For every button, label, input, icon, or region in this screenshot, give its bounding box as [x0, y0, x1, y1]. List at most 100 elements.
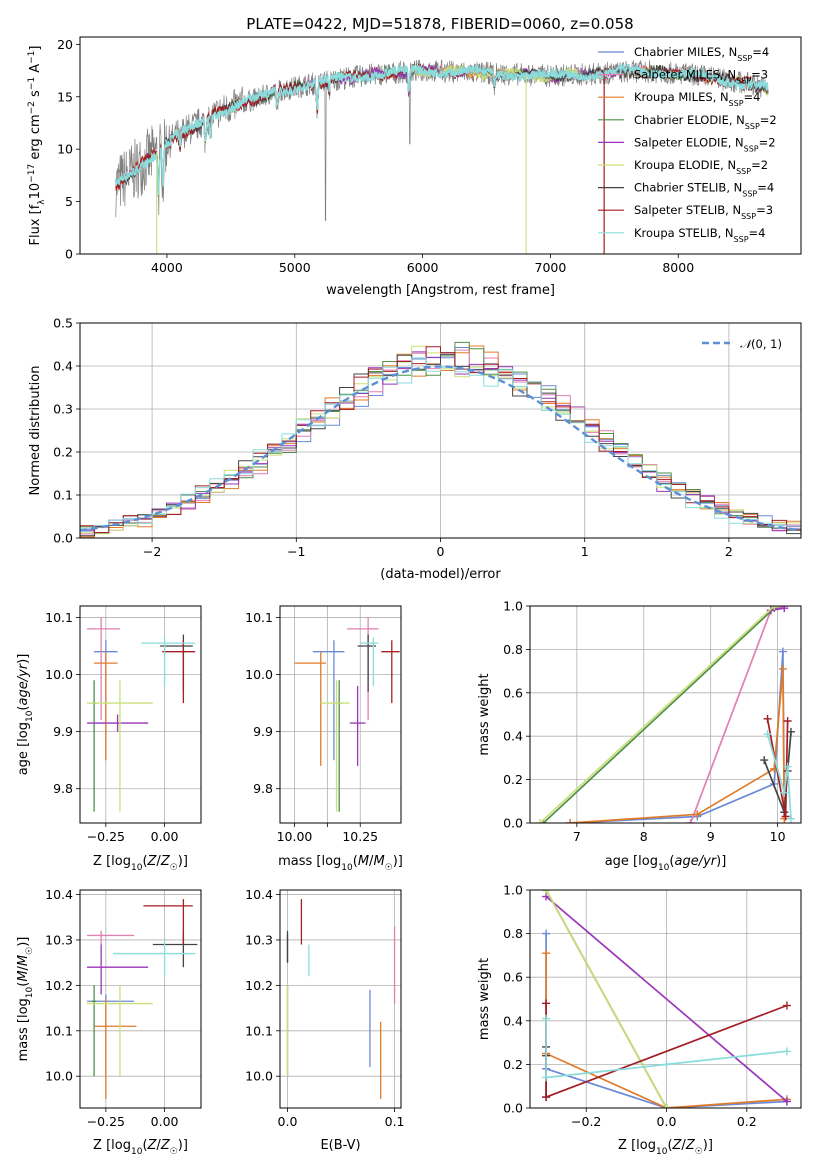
spectrum-legend-label-chabrier-miles: Chabrier MILES, NSSP=4: [634, 45, 769, 63]
age-vs-z-xlabel-part: )]: [178, 854, 188, 869]
spectrum-xtick-label: 5000: [279, 260, 311, 275]
weight_vs_age-marker-kroupa-miles: [693, 810, 702, 819]
weight_vs_Z-ytick-label: 0.6: [503, 970, 523, 985]
mass_vs_EBV-ytick-label: 10.1: [245, 1023, 273, 1038]
spectrum-model-kroupa-miles: [115, 63, 769, 196]
weight-vs-age-xlabel-part: age [log: [605, 854, 658, 869]
spectrum-legend-name: Salpeter ELODIE, N: [634, 135, 744, 149]
residuals-axes: −2 −1 0 1 2 0.0 0.1 0.2 0.3 0.4 0.5 𝒩(0, 1) (data-mo…: [28, 316, 802, 582]
mass_vs_Z-xtick-label: −0.25: [87, 1114, 125, 1129]
residual-normal-curve: [80, 365, 801, 532]
weight_vs_age-ytick-label: 0.0: [503, 816, 523, 831]
age_vs_mass-point-kroupa-stelib: [360, 637, 379, 686]
mass-vs-z-xlabel-part: )]: [178, 1138, 188, 1153]
weight_vs_Z-marker-salpeter-stelib: [542, 1093, 551, 1102]
spectrum-ylabel-part: −1: [27, 51, 37, 64]
age_vs_Z-point-salpeter-miles: [87, 617, 120, 721]
weight_vs_Z-marker-salpeter-stelib: [542, 999, 551, 1008]
spectrum-model-kroupa-stelib: [115, 63, 769, 195]
weight_vs_Z-frame: [529, 889, 802, 1109]
residuals-xtick-label: 2: [725, 544, 733, 559]
age-vs-z-xlabel-part: (: [142, 854, 147, 869]
age-vs-mass-xlabel-part: M: [373, 854, 384, 869]
age-vs-z-xlabel-part: Z [log: [93, 854, 131, 869]
age_vs_Z-ytick-label: 10.0: [45, 667, 73, 682]
age_vs_Z-axes: −0.25 0.009.89.910.010.1Z [log10(Z/Z☉)]ag…: [16, 605, 202, 873]
weight_vs_age-axes: 7 8 9 10 0.0 0.2 0.4 0.6 0.8 1.0 mass weight age [l…: [477, 599, 802, 873]
weight_vs_Z-marker-kroupa-stelib: [662, 1060, 671, 1069]
age_vs_Z-xtick-label: 0.00: [151, 829, 179, 844]
weight_vs_age-line-kroupa-miles: [570, 668, 786, 823]
mass_vs_Z-point-salpeter-elodie: [87, 944, 149, 995]
spectrum-ylabel-part: Flux [f: [28, 204, 43, 245]
residuals-ytick-label: 0.5: [53, 316, 73, 331]
spectrum-legend-sub: SSP: [744, 144, 759, 153]
age_vs_Z-plot-area: [80, 606, 201, 823]
spectrum-ytick-label: 0: [65, 247, 73, 262]
age_vs_mass-frame: [279, 605, 402, 824]
spectrum-ytick-label: 15: [57, 89, 73, 104]
weight_vs_age-ytick-label: 0.8: [503, 642, 523, 657]
mass-vs-z-ylabel-part: (: [16, 982, 31, 987]
weight-vs-z-xlabel-part: Z: [672, 1138, 683, 1153]
residual-legend-label: 𝒩(0, 1): [740, 337, 782, 351]
spectrum-model-chabrier-miles: [115, 63, 769, 195]
weight-vs-age-xlabel: age [log10(age/yr)]: [605, 854, 727, 873]
age_vs_Z-frame: [79, 605, 202, 824]
spectrum-legend-count: =3: [756, 203, 773, 217]
spectrum-ytick-label: 10: [57, 142, 73, 157]
age-vs-z-ylabel-part: (: [16, 706, 31, 711]
spectrum-ylabel-part: −1: [27, 77, 37, 90]
weight-vs-z-xlabel: Z [log10(Z/Z☉)]: [618, 1138, 713, 1157]
age_vs_mass-point-salpeter-elodie: [349, 685, 366, 766]
age-vs-mass-xlabel-part: )]: [393, 854, 403, 869]
mass-vs-z-ylabel-part: ☉: [25, 947, 35, 955]
age-vs-z-ylabel-part: age/yr: [16, 662, 31, 705]
spectrum-legend-sub: SSP: [737, 54, 752, 63]
residual-hist-chabrier-stelib: [80, 353, 801, 537]
mass_vs_Z-ytick-label: 10.0: [45, 1069, 73, 1084]
residuals-frame: [79, 322, 802, 539]
mass_vs_EBV-axes: 0.0 0.1 10.0 10.1 10.2 10.3 10.4 E(B-V): [245, 887, 404, 1153]
mass_vs_Z-xtick-label: 0.00: [151, 1114, 179, 1129]
spectrum-xlabel: wavelength [Angstrom, rest frame]: [326, 283, 555, 298]
mass_vs_Z-point-kroupa-elodie: [87, 985, 153, 1077]
age_vs_mass-plot-area: [280, 606, 401, 823]
spectrum-legend-name: Kroupa STELIB, N: [634, 226, 734, 240]
weight_vs_Z-marker-salpeter-elodie: [782, 1097, 791, 1106]
mass-vs-z-ylabel: mass [log10(M/M☉)]: [16, 937, 35, 1062]
spectrum-ylabel-part: erg cm: [28, 114, 43, 163]
weight_vs_age-marker-salpeter-stelib: [781, 812, 790, 821]
residuals-xtick-label: −2: [143, 544, 161, 559]
weight_vs_age-marker-kroupa-stelib: [786, 814, 795, 823]
weight_vs_Z-ytick-label: 0.2: [503, 1057, 523, 1072]
spectrum-legend-label-kroupa-miles: Kroupa MILES, NSSP=4: [634, 90, 760, 108]
weight_vs_age-marker-kroupa-stelib: [780, 788, 789, 797]
weight-vs-z-xlabel-part: /: [681, 1138, 686, 1153]
spectrum-legend-name: Chabrier STELIB, N: [634, 181, 742, 195]
weight_vs_age-marker-kroupa-stelib: [783, 762, 792, 771]
weight-vs-age-xlabel-part: (: [669, 854, 674, 869]
weight_vs_Z-marker-salpeter-stelib: [782, 1001, 791, 1010]
weight_vs_age-marker-kroupa-miles: [778, 664, 787, 673]
weight_vs_age-line-kroupa-elodie: [539, 606, 775, 823]
spectrum-legend-label-chabrier-stelib: Chabrier STELIB, NSSP=4: [634, 181, 774, 199]
spectrum-model-salpeter-miles: [115, 63, 769, 195]
mass_vs_Z-frame: [79, 889, 202, 1109]
mass_vs_Z-ytick-label: 10.4: [45, 887, 73, 902]
spectrum-xtick-label: 7000: [535, 260, 567, 275]
residuals-ytick-label: 0.4: [53, 359, 73, 374]
weight_vs_Z-ytick-label: 0.0: [503, 1101, 523, 1116]
age-vs-z-xlabel-part: Z: [160, 854, 171, 869]
age_vs_Z-ytick-label: 9.8: [53, 781, 73, 796]
weight_vs_Z-ytick-label: 0.4: [503, 1013, 523, 1028]
mass_vs_EBV-ytick-label: 10.2: [245, 978, 273, 993]
mass_vs_EBV-xtick-label: 0.0: [278, 1114, 298, 1129]
weight_vs_age-marker-kroupa-miles: [566, 819, 575, 823]
weight_vs_Z-axes: −0.2 0.0 0.2 0.0 0.2 0.4 0.6 0.8 1.0 mass weight Z…: [477, 883, 802, 1157]
weight-vs-z-xlabel-part: (: [667, 1138, 672, 1153]
spectrum-ylabel-part: λ: [37, 199, 47, 205]
spectrum-legend-sub: SSP: [736, 167, 751, 176]
weight-vs-z-xlabel-part: )]: [703, 1138, 713, 1153]
weight_vs_Z-ytick-label: 0.8: [503, 926, 523, 941]
